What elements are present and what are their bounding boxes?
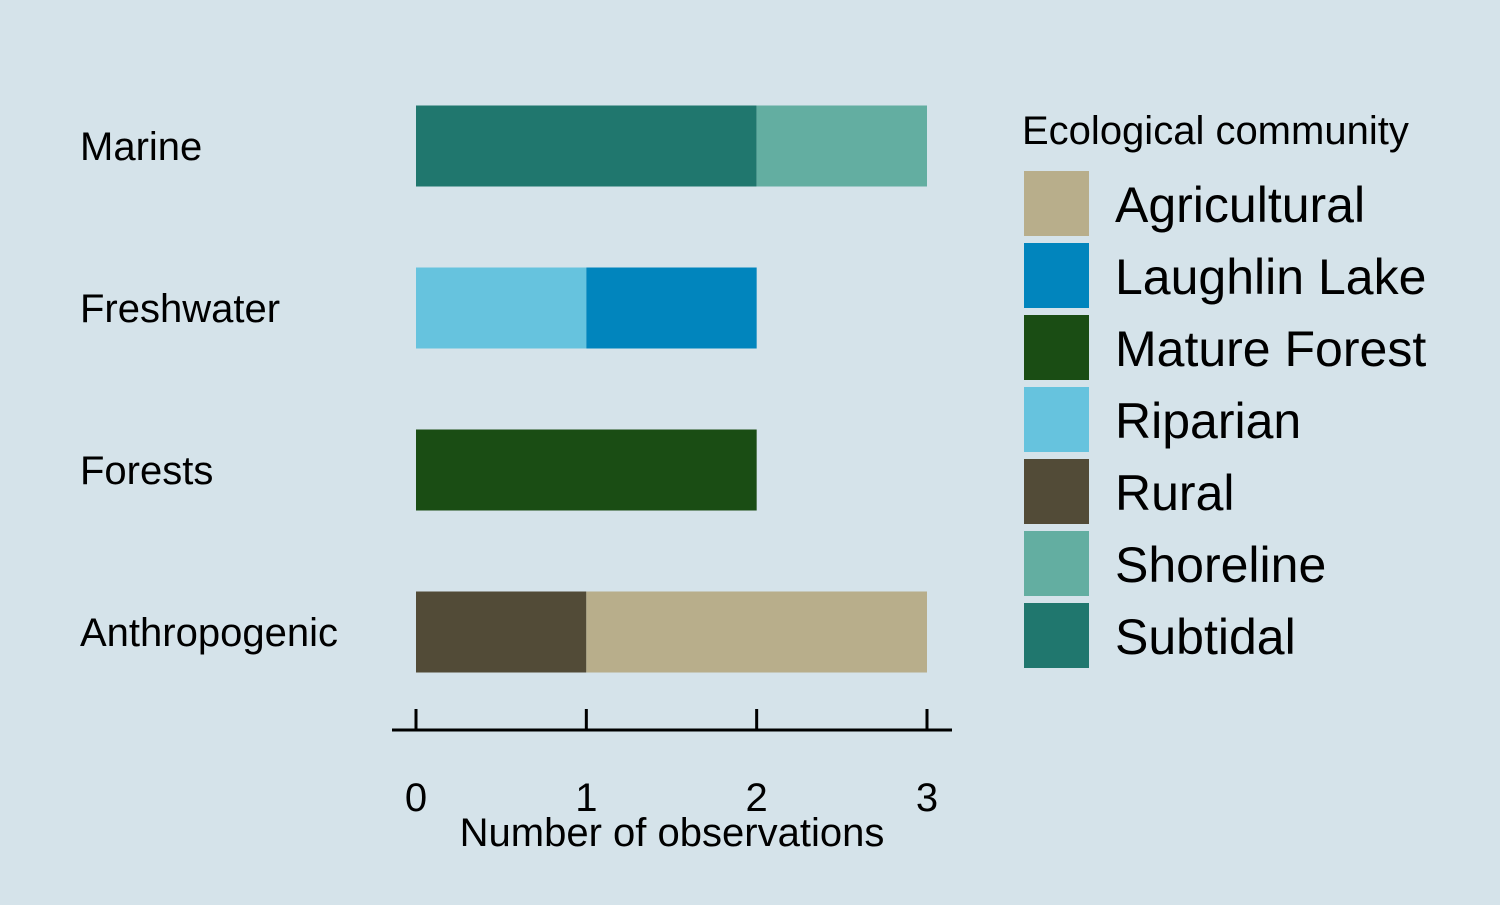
legend-label-mature-forest: Mature Forest	[1115, 321, 1426, 377]
legend-swatch-rural	[1024, 459, 1089, 524]
legend-swatch-subtidal	[1024, 603, 1089, 668]
legend-swatch-agricultural	[1024, 171, 1089, 236]
legend-label-laughlin-lake: Laughlin Lake	[1115, 249, 1426, 305]
bar-marine-subtidal	[416, 105, 757, 187]
legend-label-riparian: Riparian	[1115, 393, 1301, 449]
x-tick-label-3: 3	[916, 776, 938, 820]
legend-label-rural: Rural	[1115, 465, 1234, 521]
category-label-marine: Marine	[80, 125, 202, 169]
legend-swatch-laughlin-lake	[1024, 243, 1089, 308]
x-axis: 0 1 2 3	[392, 709, 952, 820]
bar-forests-mature-forest	[416, 429, 757, 511]
legend: Ecological community Agricultural Laughli…	[1022, 109, 1426, 668]
category-label-forests: Forests	[80, 449, 213, 493]
category-labels: Marine Freshwater Forests Anthropogenic	[80, 125, 338, 655]
legend-label-subtidal: Subtidal	[1115, 609, 1296, 665]
x-tick-label-1: 1	[575, 776, 597, 820]
legend-title: Ecological community	[1022, 109, 1409, 153]
category-label-freshwater: Freshwater	[80, 287, 280, 331]
bar-freshwater-laughlin-lake	[586, 267, 757, 349]
bars-layer	[416, 105, 927, 673]
x-axis-title: Number of observations	[460, 811, 885, 855]
legend-swatch-riparian	[1024, 387, 1089, 452]
legend-label-shoreline: Shoreline	[1115, 537, 1326, 593]
bar-freshwater-riparian	[416, 267, 587, 349]
x-tick-label-0: 0	[405, 776, 427, 820]
legend-label-agricultural: Agricultural	[1115, 177, 1365, 233]
category-label-anthropogenic: Anthropogenic	[80, 611, 338, 655]
x-tick-label-2: 2	[746, 776, 768, 820]
bar-anthropogenic-agricultural	[586, 591, 927, 673]
bar-marine-shoreline	[756, 105, 927, 187]
legend-swatch-mature-forest	[1024, 315, 1089, 380]
bar-anthropogenic-rural	[416, 591, 587, 673]
legend-swatch-shoreline	[1024, 531, 1089, 596]
